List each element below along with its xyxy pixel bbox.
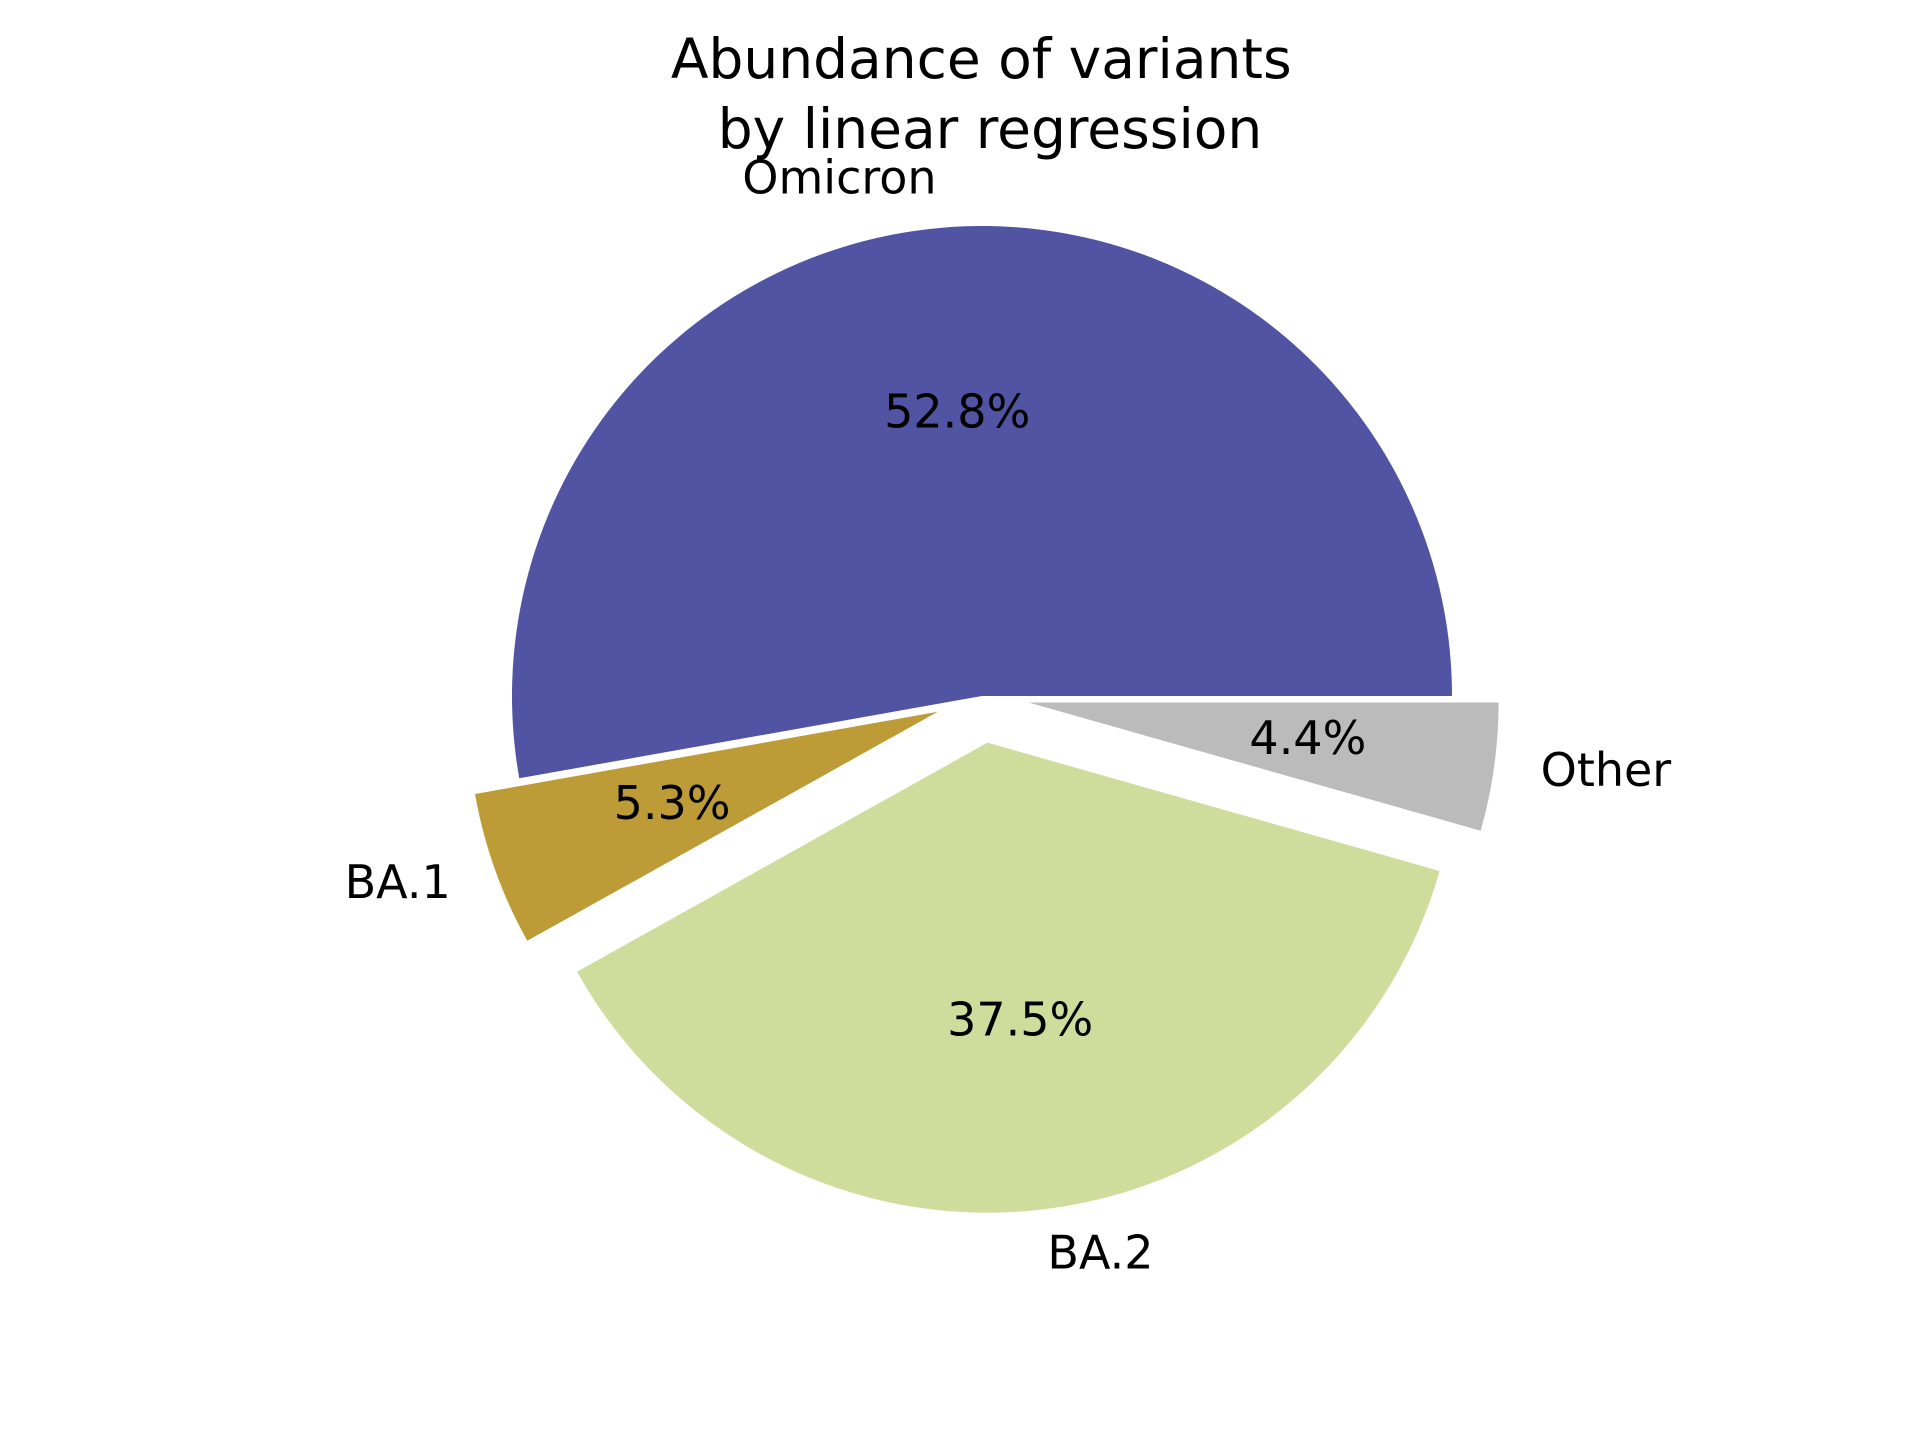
slice-label: Other: [1541, 743, 1672, 797]
slice-label: BA.2: [1047, 1226, 1153, 1280]
slice-label: Omicron: [742, 150, 936, 204]
pie-slices: [474, 225, 1499, 1213]
pie-slice-ba-1: [474, 711, 938, 941]
slice-percentage-label: 52.8%: [884, 385, 1030, 439]
chart-title: Abundance of variants by linear regressi…: [671, 27, 1309, 161]
slice-percentage-label: 5.3%: [614, 776, 731, 830]
chart-title-line-1: Abundance of variants: [671, 27, 1292, 91]
chart-title-line-2: by linear regression: [718, 97, 1263, 161]
slice-percentage-label: 4.4%: [1249, 711, 1366, 765]
pie-slice-omicron: [511, 225, 1453, 779]
slice-percentage-label: 37.5%: [947, 992, 1093, 1046]
pie-slice-other: [1028, 702, 1499, 831]
slice-label: BA.1: [345, 855, 451, 909]
pie-labels: Omicron 52.8% BA.1 5.3% BA.2 37.5% Other 4.4%: [345, 150, 1672, 1279]
pie-slice-ba-2: [577, 742, 1440, 1213]
